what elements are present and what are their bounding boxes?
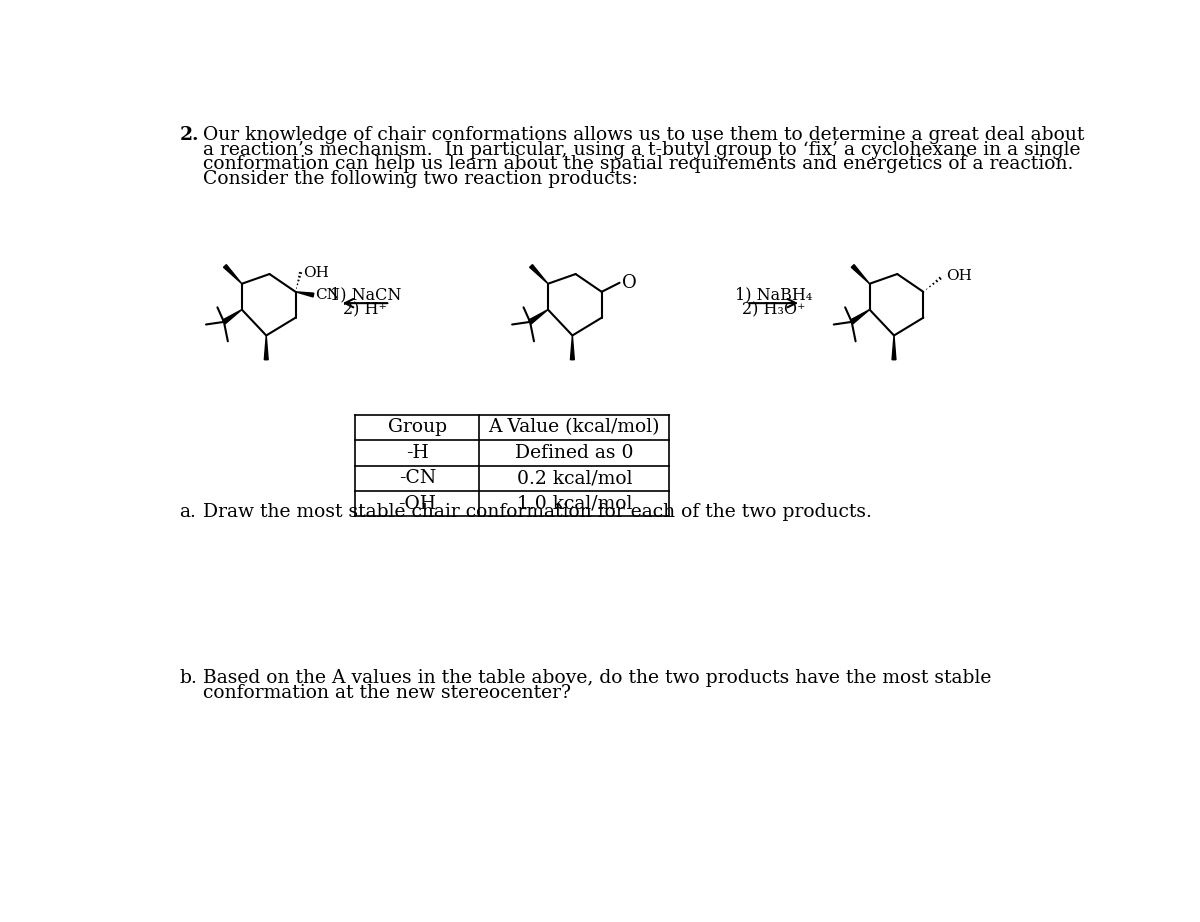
Polygon shape [529,310,548,324]
Polygon shape [570,336,575,360]
Polygon shape [223,265,242,284]
Text: Based on the A values in the table above, do the two products have the most stab: Based on the A values in the table above… [203,668,991,687]
Text: O: O [622,274,637,291]
Text: Defined as 0: Defined as 0 [515,443,634,462]
Text: Our knowledge of chair conformations allows us to use them to determine a great : Our knowledge of chair conformations all… [203,126,1084,144]
Text: 2) H₃O⁺: 2) H₃O⁺ [742,301,805,319]
Text: 0.2 kcal/mol: 0.2 kcal/mol [516,469,632,488]
Text: Consider the following two reaction products:: Consider the following two reaction prod… [203,170,637,188]
Polygon shape [295,292,313,297]
Text: -CN: -CN [398,469,436,488]
Polygon shape [851,310,870,324]
Text: A Value (kcal/mol): A Value (kcal/mol) [488,419,660,436]
Polygon shape [851,265,870,284]
Polygon shape [223,310,242,324]
Text: OH: OH [302,266,329,280]
Text: conformation can help us learn about the spatial requirements and energetics of : conformation can help us learn about the… [203,155,1073,173]
Text: a.: a. [180,503,197,521]
Text: 1.0 kcal/mol: 1.0 kcal/mol [517,495,632,513]
Text: OH: OH [946,268,972,283]
Text: Draw the most stable chair conformation for each of the two products.: Draw the most stable chair conformation … [203,503,871,521]
Text: 1) NaBH₄: 1) NaBH₄ [736,286,812,303]
Polygon shape [264,336,268,360]
Text: -OH: -OH [398,495,437,513]
Polygon shape [529,265,548,284]
Text: CN: CN [314,288,340,302]
Text: 1) NaCN: 1) NaCN [330,286,401,303]
Text: Group: Group [388,419,446,436]
Text: -H: -H [406,443,428,462]
Text: 2.: 2. [180,126,199,144]
Text: conformation at the new stereocenter?: conformation at the new stereocenter? [203,683,571,702]
Text: 2) H⁺: 2) H⁺ [343,301,388,319]
Text: a reaction’s mechanism.  In particular, using a t-butyl group to ‘fix’ a cyclohe: a reaction’s mechanism. In particular, u… [203,141,1080,159]
Polygon shape [892,336,896,360]
Text: b.: b. [180,668,197,687]
